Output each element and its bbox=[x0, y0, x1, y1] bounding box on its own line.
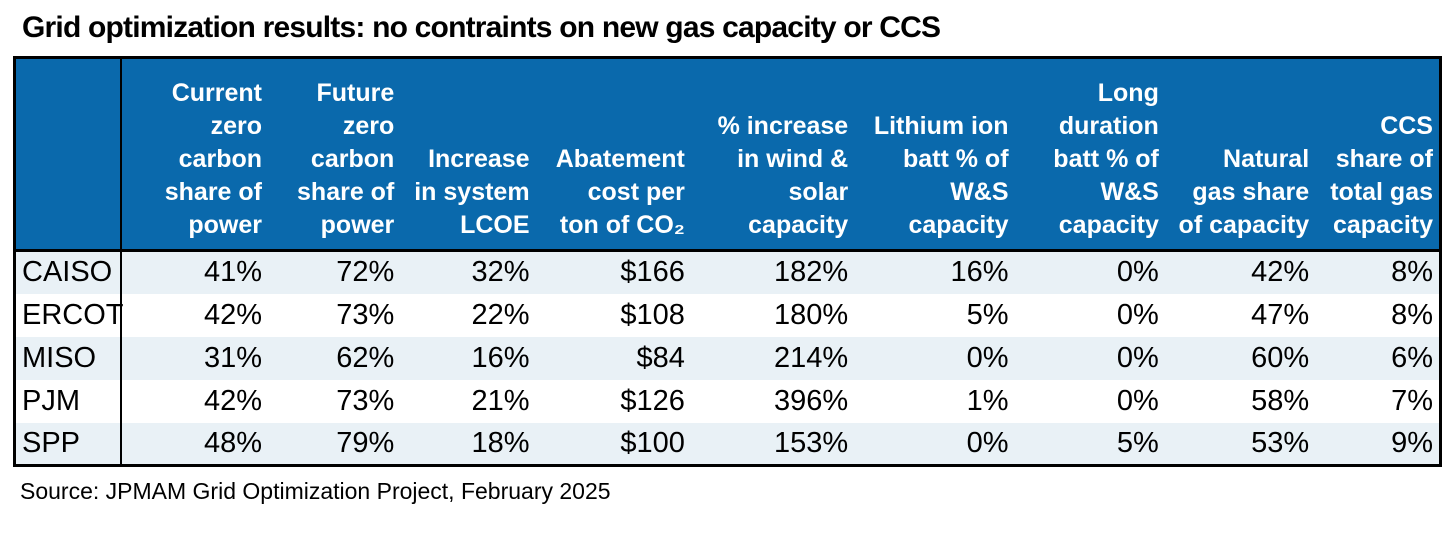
table-cell: 60% bbox=[1251, 341, 1310, 374]
table-cell: $166 bbox=[620, 256, 685, 289]
table-cell: 22% bbox=[471, 298, 530, 331]
table-cell: 62% bbox=[336, 341, 395, 374]
table-cell: $84 bbox=[636, 341, 685, 374]
table-cell: 182% bbox=[774, 256, 849, 289]
table-cell: $100 bbox=[620, 426, 685, 459]
table-cell: 16% bbox=[950, 256, 1009, 289]
table-row-spp: SPP 48% 79% 18% $100 153% 0% 5% 53% 9% bbox=[14, 422, 1441, 466]
col-header-long-duration-batt: Long duration batt % of W&S capacity bbox=[1053, 79, 1159, 239]
table-cell: 42% bbox=[203, 384, 263, 417]
results-table: Current zero carbon share of power Futur… bbox=[13, 56, 1442, 467]
table-cell: 48% bbox=[203, 426, 263, 459]
table-cell: $108 bbox=[620, 298, 685, 331]
table-cell: 79% bbox=[336, 426, 395, 459]
row-label: PJM bbox=[14, 379, 122, 423]
table-cell: $126 bbox=[620, 384, 685, 417]
col-header-ccs-share: CCS share of total gas capacity bbox=[1330, 112, 1433, 239]
table-cell: 53% bbox=[1251, 426, 1310, 459]
table-cell: 72% bbox=[336, 256, 395, 289]
table-cell: 58% bbox=[1251, 384, 1310, 417]
table-cell: 8% bbox=[1391, 298, 1433, 331]
table-cell: 0% bbox=[1116, 384, 1159, 417]
table-row-pjm: PJM 42% 73% 21% $126 396% 1% 0% 58% 7% bbox=[14, 379, 1441, 423]
col-header-lithium-batt: Lithium ion batt % of W&S capacity bbox=[873, 112, 1009, 239]
table-cell: 0% bbox=[966, 426, 1009, 459]
table-cell: 5% bbox=[1116, 426, 1159, 459]
table-cell: 6% bbox=[1391, 341, 1433, 374]
table-cell: 16% bbox=[471, 341, 530, 374]
page-title: Grid optimization results: no contraints… bbox=[22, 11, 941, 44]
table-cell: 21% bbox=[471, 384, 530, 417]
table-cell: 1% bbox=[966, 384, 1009, 417]
table-cell: 214% bbox=[774, 341, 849, 374]
table-cell: 18% bbox=[471, 426, 530, 459]
table-cell: 73% bbox=[336, 298, 395, 331]
row-label: MISO bbox=[14, 336, 122, 380]
table-cell: 180% bbox=[774, 298, 849, 331]
col-header-natural-gas-share: Natural gas share of capacity bbox=[1178, 145, 1310, 239]
row-label: SPP bbox=[14, 422, 122, 466]
table-cell: 0% bbox=[1116, 256, 1159, 289]
table-cell: 41% bbox=[203, 256, 263, 289]
col-header-future-zero-carbon: Future zero carbon share of power bbox=[297, 79, 395, 239]
source-note: Source: JPMAM Grid Optimization Project,… bbox=[20, 478, 611, 504]
table-row-miso: MISO 31% 62% 16% $84 214% 0% 0% 60% 6% bbox=[14, 336, 1441, 380]
table-cell: 42% bbox=[1251, 256, 1310, 289]
table-cell: 47% bbox=[1251, 298, 1310, 331]
table-row-ercot: ERCOT 42% 73% 22% $108 180% 5% 0% 47% 8% bbox=[14, 293, 1441, 337]
header-row: Current zero carbon share of power Futur… bbox=[14, 57, 1441, 251]
table-cell: 0% bbox=[966, 341, 1009, 374]
col-header-increase-lcoe: Increase in system LCOE bbox=[414, 145, 530, 239]
col-header-wind-solar-increase: % increase in wind & solar capacity bbox=[717, 112, 849, 239]
table-cell: 9% bbox=[1391, 426, 1433, 459]
header-corner-cell bbox=[14, 57, 122, 251]
table-cell: 5% bbox=[966, 298, 1009, 331]
row-label: ERCOT bbox=[14, 293, 124, 337]
row-label: CAISO bbox=[14, 250, 122, 294]
table-cell: 0% bbox=[1116, 298, 1159, 331]
table-cell: 42% bbox=[203, 298, 263, 331]
table-cell: 153% bbox=[774, 426, 849, 459]
table-cell: 0% bbox=[1116, 341, 1159, 374]
table-row-caiso: CAISO 41% 72% 32% $166 182% 16% 0% 42% 8… bbox=[14, 250, 1441, 294]
table-cell: 32% bbox=[471, 256, 530, 289]
page: Grid optimization results: no contraints… bbox=[0, 8, 1456, 506]
table-cell: 31% bbox=[203, 341, 263, 374]
table-cell: 7% bbox=[1391, 384, 1433, 417]
table-cell: 8% bbox=[1391, 256, 1433, 289]
col-header-abatement-cost: Abatement cost per ton of CO₂ bbox=[555, 145, 685, 239]
col-header-current-zero-carbon: Current zero carbon share of power bbox=[164, 79, 263, 239]
table-cell: 396% bbox=[774, 384, 849, 417]
table-cell: 73% bbox=[336, 384, 395, 417]
